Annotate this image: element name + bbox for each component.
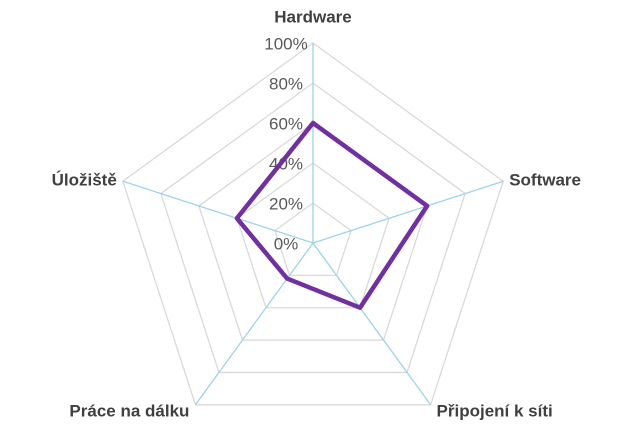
spoke (122, 180, 314, 244)
spoke (194, 242, 314, 406)
grid-ring (160, 82, 466, 374)
tick-label: 20% (269, 194, 303, 213)
series-line (234, 120, 430, 310)
grid-ring (122, 42, 504, 406)
grid-ring (236, 162, 390, 309)
tick-label: 80% (269, 74, 303, 93)
category-label: Práce na dálku (69, 401, 189, 420)
spoke (312, 242, 432, 406)
category-label: Hardware (274, 7, 351, 26)
tick-label: 100% (264, 34, 307, 53)
spoke (312, 180, 504, 244)
category-label: Software (509, 171, 581, 190)
tick-label: 0% (274, 234, 299, 253)
category-label: Připojení k síti (437, 401, 553, 420)
tick-label: 60% (269, 114, 303, 133)
grid-ring (274, 202, 352, 277)
category-label: Úložiště (52, 171, 117, 190)
